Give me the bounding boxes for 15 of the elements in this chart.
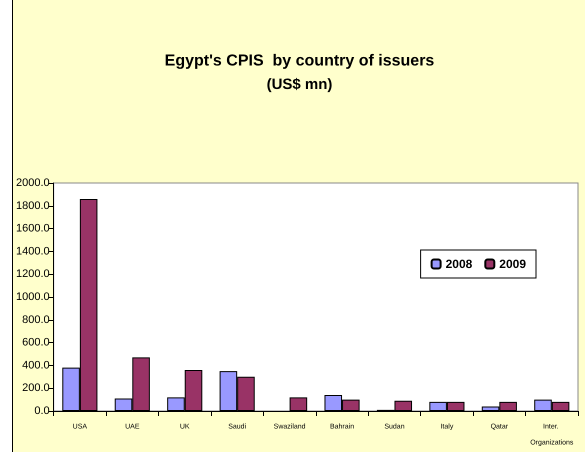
y-tick-label: 1800.0 (16, 200, 50, 212)
legend-label: 2009 (499, 257, 526, 271)
y-tick-label: 0.0 (34, 405, 50, 417)
y-tick-label: 2000.0 (16, 177, 50, 189)
y-tick-label: 200.0 (22, 382, 50, 394)
y-tick-label: 600.0 (22, 336, 50, 349)
chart-title: Egypt's CPIS by country of issuers (164, 52, 434, 70)
y-tick-label: 1600.0 (16, 222, 50, 235)
legend-label: 2008 (446, 257, 473, 271)
y-tick-label: 400.0 (22, 359, 50, 372)
chart-subtitle: (US$ mn) (266, 76, 332, 93)
y-tick-label: 1000.0 (16, 291, 50, 303)
y-tick-label: 1400.0 (16, 245, 50, 258)
y-tick-label: 800.0 (22, 314, 50, 326)
y-tick-label: 1200.0 (16, 268, 50, 280)
